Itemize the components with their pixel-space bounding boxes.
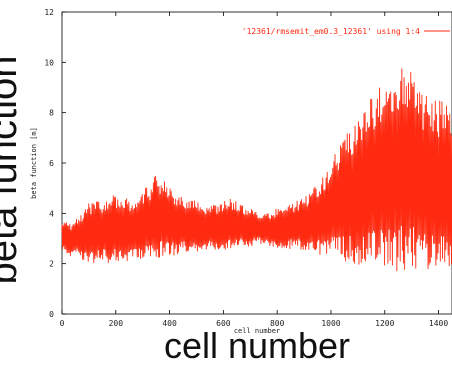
series-signal <box>61 68 452 272</box>
big-y-label: beta function <box>0 55 25 284</box>
x-tick-label: 1200 <box>375 319 394 328</box>
axis-ticks: 0 200 400 600 800 1000 1200 1400 0 2 4 6 8 10 12 <box>44 8 448 328</box>
y-tick-label: 6 <box>49 159 54 168</box>
y-tick-label: 2 <box>49 260 54 269</box>
y-tick-label: 10 <box>44 58 54 67</box>
x-tick-label: 200 <box>109 319 124 328</box>
y-axis-title: beta function [m] <box>30 127 38 199</box>
x-axis-title: cell number <box>234 327 280 335</box>
series-line <box>61 68 452 272</box>
x-tick-label: 400 <box>162 319 177 328</box>
y-tick-label: 0 <box>49 310 54 319</box>
y-tick-label: 12 <box>44 8 54 17</box>
legend-label: '12361/rmsemit_em0.3_12361' using 1:4 <box>242 27 420 36</box>
x-tick-label: 800 <box>270 319 285 328</box>
x-tick-label: 600 <box>216 319 231 328</box>
legend: '12361/rmsemit_em0.3_12361' using 1:4 <box>242 27 450 36</box>
y-tick-label: 8 <box>49 109 54 118</box>
y-tick-label: 4 <box>49 209 54 218</box>
big-x-label: cell number <box>164 325 350 365</box>
x-tick-label: 1000 <box>321 319 340 328</box>
x-tick-label: 1400 <box>429 319 448 328</box>
x-tick-label: 0 <box>60 319 65 328</box>
